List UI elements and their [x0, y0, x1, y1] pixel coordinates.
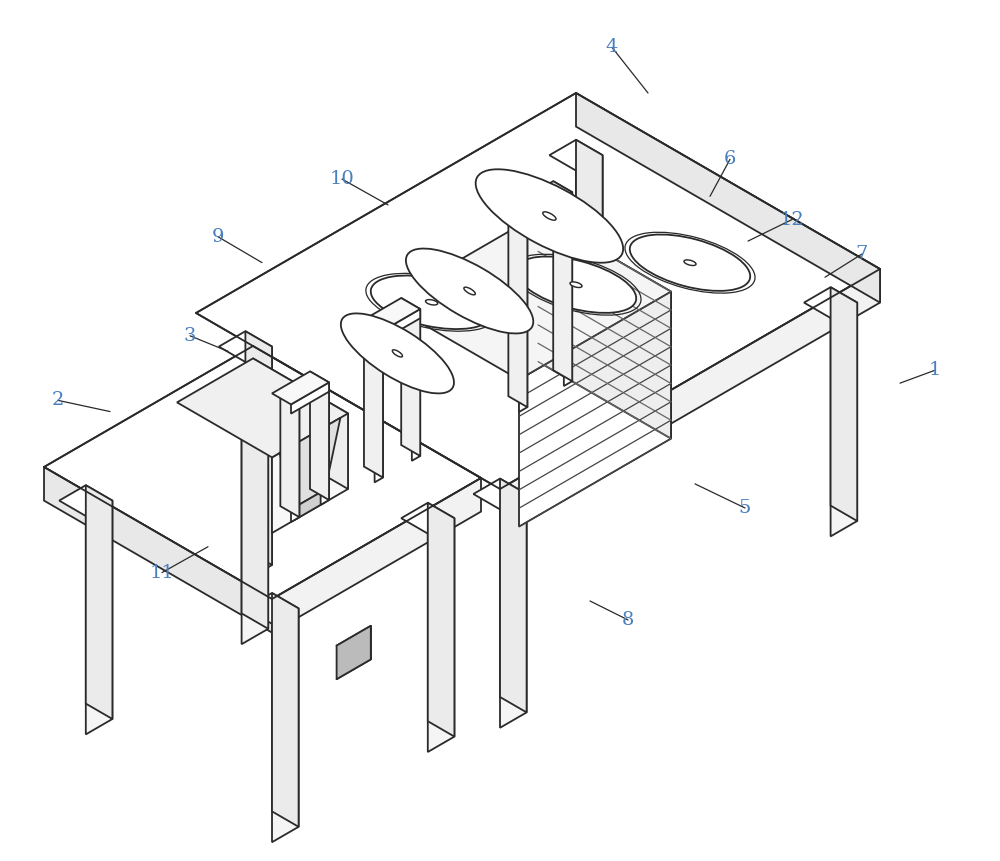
Polygon shape	[519, 218, 527, 412]
Polygon shape	[500, 479, 527, 712]
Text: 2: 2	[52, 392, 64, 409]
Polygon shape	[337, 626, 371, 679]
Polygon shape	[44, 467, 272, 633]
Ellipse shape	[476, 170, 623, 263]
Polygon shape	[86, 486, 112, 719]
Ellipse shape	[426, 300, 438, 305]
Polygon shape	[356, 298, 420, 336]
Polygon shape	[549, 139, 603, 170]
Polygon shape	[196, 93, 880, 489]
Text: 6: 6	[724, 151, 736, 168]
Ellipse shape	[406, 249, 533, 333]
Polygon shape	[831, 288, 857, 521]
Polygon shape	[272, 478, 481, 633]
Polygon shape	[280, 388, 299, 517]
Polygon shape	[245, 347, 272, 580]
Text: 1: 1	[929, 362, 941, 379]
Text: 11: 11	[150, 564, 174, 581]
Polygon shape	[364, 319, 383, 478]
Polygon shape	[500, 269, 880, 523]
Polygon shape	[500, 181, 572, 223]
Polygon shape	[375, 331, 383, 482]
Polygon shape	[576, 93, 880, 302]
Polygon shape	[44, 346, 481, 599]
Text: 3: 3	[184, 327, 196, 344]
Polygon shape	[272, 593, 299, 827]
Polygon shape	[519, 192, 572, 232]
Polygon shape	[538, 214, 671, 438]
Polygon shape	[242, 395, 268, 629]
Polygon shape	[219, 331, 272, 362]
Polygon shape	[321, 382, 329, 505]
Polygon shape	[553, 181, 572, 381]
Polygon shape	[428, 503, 454, 737]
Polygon shape	[500, 494, 527, 728]
Polygon shape	[291, 400, 299, 522]
Ellipse shape	[543, 212, 556, 220]
Polygon shape	[831, 302, 857, 536]
Polygon shape	[245, 593, 299, 624]
Polygon shape	[59, 486, 112, 516]
Text: 7: 7	[856, 245, 868, 263]
Ellipse shape	[570, 282, 582, 288]
Text: 8: 8	[622, 611, 634, 629]
Ellipse shape	[464, 288, 475, 294]
Polygon shape	[564, 192, 572, 386]
Polygon shape	[576, 155, 603, 389]
Polygon shape	[375, 309, 420, 344]
Polygon shape	[291, 382, 329, 413]
Polygon shape	[412, 309, 420, 461]
Text: 12: 12	[780, 211, 804, 228]
Polygon shape	[272, 371, 329, 405]
Polygon shape	[253, 358, 348, 489]
Polygon shape	[386, 214, 671, 380]
Ellipse shape	[516, 257, 636, 313]
Polygon shape	[272, 609, 299, 842]
Polygon shape	[245, 331, 272, 565]
Polygon shape	[804, 288, 857, 318]
Polygon shape	[519, 292, 671, 527]
Polygon shape	[272, 413, 348, 533]
Text: 5: 5	[739, 499, 751, 517]
Ellipse shape	[371, 276, 492, 329]
Polygon shape	[215, 395, 268, 426]
Polygon shape	[508, 208, 527, 407]
Polygon shape	[177, 358, 348, 457]
Polygon shape	[86, 500, 112, 734]
Polygon shape	[401, 503, 454, 534]
Polygon shape	[401, 298, 420, 456]
Ellipse shape	[630, 234, 750, 291]
Ellipse shape	[392, 350, 402, 357]
Text: 10: 10	[330, 170, 354, 188]
Polygon shape	[576, 139, 603, 374]
Polygon shape	[242, 411, 268, 644]
Text: 9: 9	[212, 228, 224, 245]
Text: 4: 4	[606, 39, 618, 56]
Polygon shape	[280, 418, 340, 507]
Ellipse shape	[684, 260, 696, 265]
Polygon shape	[295, 490, 325, 520]
Polygon shape	[473, 479, 527, 510]
Ellipse shape	[341, 313, 454, 393]
Polygon shape	[428, 518, 454, 752]
Polygon shape	[310, 371, 329, 500]
